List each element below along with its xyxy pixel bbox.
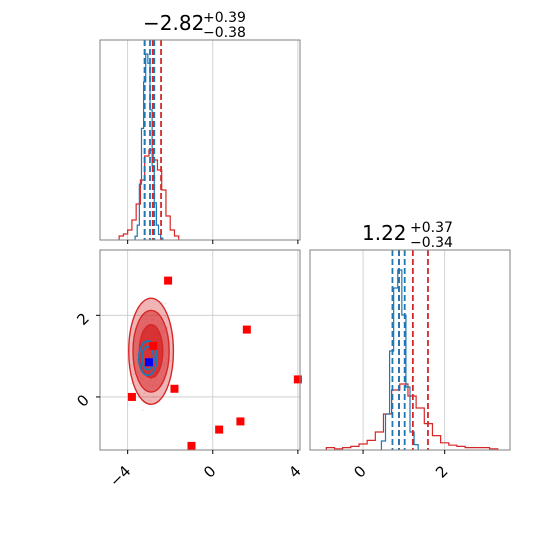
panel1-title-minus: −0.34: [410, 235, 453, 251]
joint-sample-point: [164, 316, 166, 319]
joint-sample-point: [164, 302, 167, 305]
panel1-red-hist-line: [325, 383, 499, 450]
panel1-frame: [309, 249, 511, 451]
joint-red-marker-7: [187, 441, 196, 450]
joint-sample-point: [143, 392, 146, 395]
joint-red-marker-3: [170, 384, 179, 393]
panel0-blue-hist: [134, 53, 164, 240]
panel1-grid: [362, 250, 446, 450]
marginal-panel-param0: −2.82 +0.39 −0.38: [99, 10, 301, 244]
joint-sample-point: [152, 396, 155, 398]
joint-sample-point: [141, 408, 144, 411]
joint-xtick-label-2: 4: [285, 462, 304, 481]
joint-panel: −4 0 4 0 2: [73, 249, 305, 490]
panel1-quantiles: [391, 250, 429, 450]
panel0-red-hist: [118, 149, 180, 240]
joint-sample-point: [149, 399, 152, 402]
joint-blue-contour-0: [137, 340, 158, 377]
panel1-xtick-label-1: 2: [432, 462, 451, 481]
panel0-ticks: [127, 240, 299, 244]
joint-blue-contours: [137, 340, 158, 377]
joint-ticks: −4 0 4 0 2: [73, 309, 304, 490]
joint-sample-point: [169, 360, 172, 363]
panel0-title: −2.82: [143, 11, 204, 35]
joint-red-marker-1: [242, 325, 251, 334]
joint-sample-point: [130, 363, 133, 366]
panel1-red-hist: [325, 383, 499, 450]
panel1-title-plus: +0.37: [410, 220, 453, 236]
panel1-title: 1.22: [362, 221, 407, 245]
joint-ytick-label-0: 0: [73, 391, 92, 410]
joint-red-marker-0: [164, 276, 173, 285]
panel0-red-hist-line: [118, 149, 180, 240]
joint-xtick-label-0: −4: [106, 462, 134, 490]
joint-frame: [99, 249, 301, 451]
joint-red-marker-6: [215, 425, 224, 434]
panel0-title-minus: −0.38: [203, 25, 246, 41]
joint-xtick-label-1: 0: [200, 462, 219, 481]
panel0-frame: [99, 39, 301, 241]
panel0-title-plus: +0.39: [203, 10, 246, 26]
joint-red-marker-8: [149, 341, 158, 350]
joint-red-marker-2: [293, 375, 302, 384]
panel0-quantiles: [143, 40, 162, 240]
joint-ytick-label-1: 2: [73, 309, 92, 328]
joint-blue-marker-0: [144, 358, 153, 367]
joint-blue-contour-1: [140, 345, 155, 371]
joint-sample-point: [130, 382, 133, 385]
panel0-blue-hist-line: [134, 53, 164, 240]
panel0-grid: [127, 40, 299, 240]
joint-red-contours: [128, 297, 175, 405]
joint-red-marker-4: [127, 392, 136, 401]
joint-sample-point: [139, 393, 141, 396]
joint-sample-point: [166, 326, 169, 328]
joint-red-marker-5: [236, 417, 245, 426]
joint-markers: [127, 276, 302, 450]
panel1-xtick-label-0: 0: [350, 462, 369, 481]
joint-sample-point: [133, 373, 135, 375]
